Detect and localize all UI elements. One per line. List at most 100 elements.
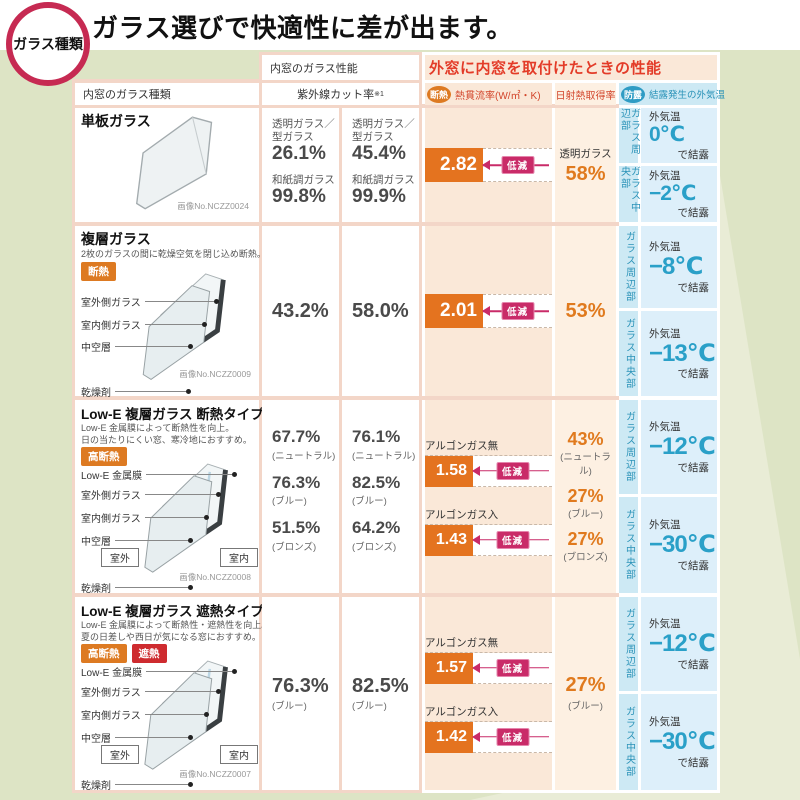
outdoor-box: 室外 (101, 548, 139, 567)
reduce-badge: 低減 (500, 156, 535, 174)
temp-value: −2℃ (649, 181, 696, 205)
uv-value: 76.3% (272, 472, 321, 492)
label-text: 室外側ガラス (81, 688, 141, 699)
label-text: Low-E 金属膜 (81, 668, 143, 679)
uv-group: 76.1% (ニュートラル) (352, 427, 419, 461)
dew-header-text: 結露発生の外気温 (649, 90, 726, 101)
leader-dot (186, 389, 191, 394)
uv-value: 58.0% (352, 300, 409, 322)
row3-uv1-cell: 67.7% (ニュートラル) 76.3% (ブルー) 51.5% (ブロンズ) (262, 400, 339, 593)
indoor-box: 室内 (220, 548, 258, 567)
leader-dot (188, 585, 193, 590)
arrow-left-icon (482, 160, 490, 170)
label-text: 室内側ガラス (81, 514, 141, 525)
row4-zone2-band: ガラス中央部 (619, 694, 638, 790)
condense-label: で結露 (677, 658, 710, 671)
row2-solar-cell: 53% (555, 226, 616, 396)
label-text: 乾燥剤 (81, 584, 111, 595)
uv-group: 和紙調ガラス 99.9% (352, 174, 419, 208)
uv-label: 和紙調ガラス (272, 174, 335, 187)
reduction-track: 低減 (482, 294, 552, 328)
condense-label: で結露 (677, 756, 710, 769)
condense-label: で結露 (677, 207, 710, 220)
arrow-left-icon (472, 731, 480, 742)
uv-value: 45.4% (352, 143, 406, 165)
row4-zone1-temp: 外気温 −12℃ で結露 (641, 597, 717, 691)
diagram-label-outer: 室外側ガラス (81, 294, 219, 309)
uv-group: 76.3% (ブルー) (272, 675, 339, 712)
row4-desc2: 夏の日差しや西日が気になる窓におすすめ。 (81, 632, 261, 642)
temp-value: 0℃ (649, 123, 685, 147)
zone-label: ガラス中央部 (623, 509, 635, 581)
solar-group: 43% (ニュートラル) (555, 430, 616, 477)
solar-tone-label: (ブルー) (568, 701, 603, 712)
leader-line (146, 671, 232, 672)
diagram-label-outer: 室外側ガラス (81, 487, 221, 502)
outdoor-box: 室外 (101, 745, 139, 764)
heat-group: アルゴンガス無 1.57 低減 (425, 635, 552, 684)
condense-label: で結露 (677, 148, 710, 161)
temp-label: 外気温 (649, 327, 681, 340)
uv-group: 透明ガラス／ 型ガラス 26.1% (272, 118, 339, 165)
reduction-track: 低減 (472, 524, 552, 556)
zone-label: ガラス周辺部 (623, 231, 635, 303)
uv-value: 43.2% (272, 300, 329, 322)
row1-uv1-cell: 透明ガラス／ 型ガラス 26.1% 和紙調ガラス 99.8% (262, 108, 339, 222)
heat-group: アルゴンガス無 1.58 低減 (425, 438, 552, 487)
label-text: Low-E 金属膜 (81, 471, 143, 482)
uv-tone-label: (ブルー) (352, 701, 387, 712)
uv-value: 76.1% (352, 427, 401, 446)
corner-patch (72, 52, 259, 79)
row3-desc2: 日の当たりにくい窓、寒冷地におすすめ。 (81, 435, 252, 445)
row4-type-cell: Low-E 複層ガラス 遮熱タイプ Low-E 金属膜によって断熱性・遮熱性を向… (75, 597, 270, 792)
insulation-badge: 断熱 (427, 85, 451, 103)
argon-label: アルゴンガス入 (425, 704, 552, 722)
temp-label: 外気温 (649, 716, 681, 729)
diagram-label-inner: 室内側ガラス (81, 317, 207, 332)
row3-zone1-temp: 外気温 −12℃ で結露 (641, 400, 717, 494)
solar-value: 43% (567, 429, 604, 450)
temp-value: −30℃ (649, 728, 716, 756)
leader-dot (232, 472, 237, 477)
condense-label: で結露 (677, 281, 710, 294)
temp-value: −30℃ (649, 531, 716, 559)
solar-value: 53% (565, 299, 606, 322)
leader-dot (188, 735, 193, 740)
solar-tone-label: (ニュートラル) (560, 452, 611, 478)
uv-label: 透明ガラス／ (352, 118, 415, 130)
row2-uv2-cell: 58.0% (342, 226, 419, 396)
uv-group: 和紙調ガラス 99.8% (272, 174, 339, 208)
argon-label: アルゴンガス無 (425, 635, 552, 653)
row1-title: 単板ガラス (81, 113, 151, 129)
uv-header-note: ※1 (374, 91, 384, 98)
header-uv-cut-rate: 紫外線カット率 ※1 (262, 83, 419, 105)
diagram-label-outer: 室外側ガラス (81, 684, 221, 699)
shade-tag-badge: 遮熱 (131, 644, 167, 663)
temp-label: 外気温 (649, 111, 681, 124)
solar-value: 27% (565, 674, 606, 696)
row3-image-caption: 画像No.NCZZ0008 (179, 572, 251, 582)
double-glass-diagram (142, 273, 226, 380)
leader-line (115, 587, 188, 588)
header-inner-glass-type: 内窓のガラス種類 (75, 83, 259, 105)
row3-uv2-cell: 76.1% (ニュートラル) 82.5% (ブルー) 64.2% (ブロンズ) (342, 400, 419, 593)
leader-line (115, 784, 188, 785)
zone-label: ガラス中央部 (623, 706, 635, 778)
lowe-glass-diagram (144, 463, 228, 573)
header-solar-gain: 日射熱取得率 (555, 83, 616, 105)
diagram-label-lowe: Low-E 金属膜 (81, 467, 237, 482)
row4-uv2-cell: 82.5% (ブルー) (342, 597, 419, 790)
reduce-badge: 低減 (495, 461, 530, 480)
reduction-track: 低減 (472, 652, 552, 684)
uv-header-text: 紫外線カット率 (297, 89, 375, 101)
circle-badge-label: ガラス種類 (13, 36, 83, 52)
row-separator (422, 593, 619, 597)
uv-group: 82.5% (ブルー) (352, 473, 419, 507)
row2-image-caption: 画像No.NCZZ0009 (179, 369, 251, 379)
leader-line (144, 494, 216, 495)
leader-line (144, 714, 204, 715)
row1-image-caption: 画像No.NCZZ0024 (177, 201, 249, 211)
insulation-tag-badge: 断熱 (81, 262, 116, 281)
temp-label: 外気温 (649, 241, 681, 254)
row-separator (422, 396, 619, 400)
